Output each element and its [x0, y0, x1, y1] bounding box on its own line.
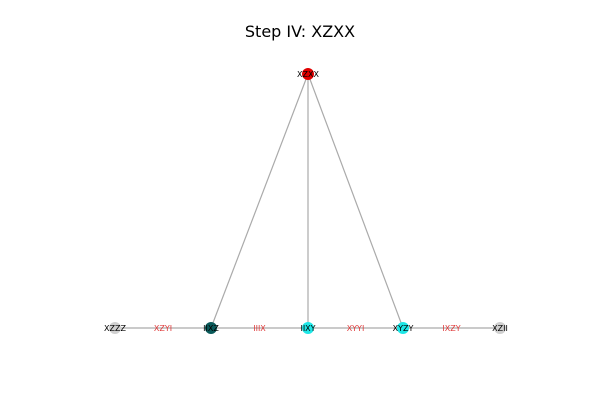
node-n4 [397, 322, 409, 334]
node-label: XZII [492, 324, 508, 333]
node-label: IIXZ [203, 324, 219, 333]
node-top [302, 68, 314, 80]
node-n1 [109, 322, 121, 334]
node-n5 [494, 322, 506, 334]
edge-top-n2 [210, 73, 309, 329]
node-labels-layer: XZXX XZZZ IIXZ IIXY XYZY XZII [104, 70, 508, 333]
node-label: XZZZ [104, 324, 126, 333]
edge-label: IXZY [442, 324, 460, 333]
edge-label: XYYI [347, 324, 365, 333]
edge-labels-layer: XZYI IIIX XYYI IXZY [154, 324, 461, 333]
node-n2 [205, 322, 217, 334]
nodes-layer [109, 68, 506, 334]
node-label: XYZY [393, 324, 414, 333]
edge-top-n4 [307, 73, 404, 329]
node-label: XZXX [297, 70, 319, 79]
edges-layer [115, 73, 500, 329]
edge-label: XZYI [154, 324, 172, 333]
edge-label: IIIX [253, 324, 266, 333]
diagram-title: Step IV: XZXX [244, 22, 356, 41]
node-n3 [302, 322, 314, 334]
node-label: IIXY [300, 324, 315, 333]
